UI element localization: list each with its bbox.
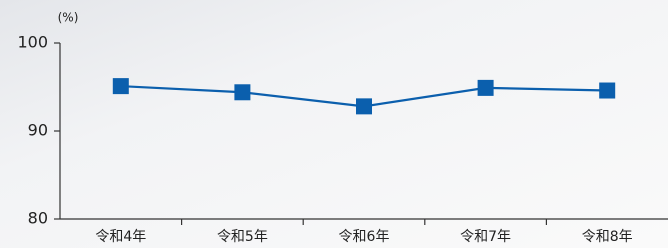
chart: (%) 80 90 100 令和4年 令和5年 令和6年 令和7年 令和8年 (0, 0, 668, 248)
x-tick-label: 令和7年 (460, 229, 511, 245)
marker (356, 98, 372, 114)
marker (599, 83, 615, 99)
marker (234, 84, 250, 100)
marker (113, 78, 129, 94)
y-tick-label: 90 (28, 121, 48, 140)
page: (%) 8090100令和4年令和5年令和6年令和7年令和8年 (() => {… (0, 0, 668, 248)
y-tick-label: 80 (28, 209, 48, 228)
y-axis-label: (%) (58, 11, 79, 25)
y-tick-label: 100 (17, 33, 48, 52)
x-tick-label: 令和6年 (339, 229, 390, 245)
x-tick-label: 令和8年 (582, 229, 633, 245)
x-tick-label: 令和4年 (95, 229, 146, 245)
x-tick-label: 令和5年 (217, 229, 268, 245)
marker (478, 80, 494, 96)
